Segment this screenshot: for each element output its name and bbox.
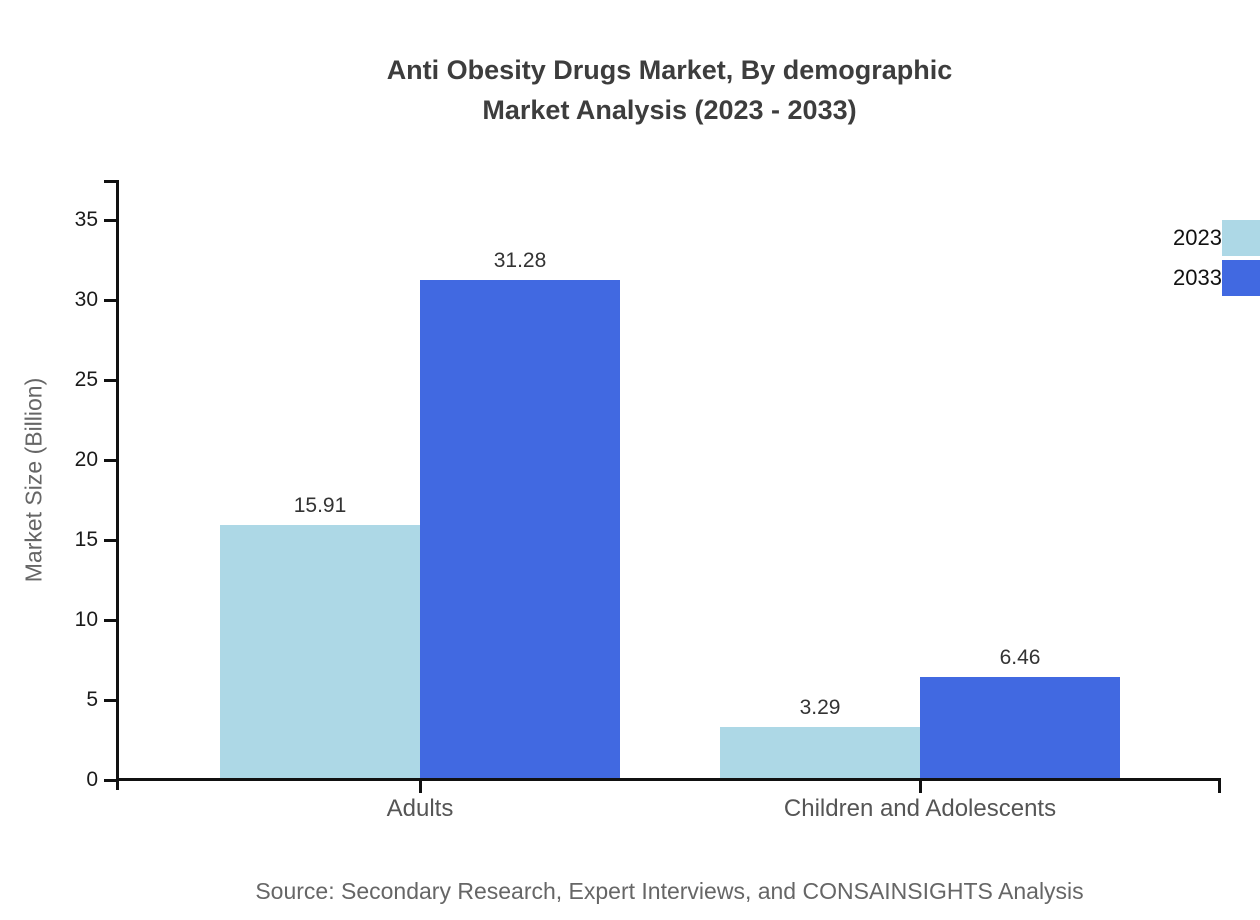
y-tick-mark bbox=[104, 618, 117, 622]
x-axis-end-cap bbox=[1218, 778, 1221, 793]
x-category-label: Adults bbox=[386, 795, 454, 822]
chart-title: Anti Obesity Drugs Market, By demographi… bbox=[118, 50, 1221, 130]
y-tick-mark bbox=[104, 378, 117, 382]
bar-value-label: 15.91 bbox=[293, 494, 347, 517]
legend-swatch-2023 bbox=[1222, 220, 1260, 256]
y-tick-label: 10 bbox=[74, 608, 98, 631]
legend-swatch-2033 bbox=[1222, 260, 1260, 296]
y-tick-label: 25 bbox=[74, 368, 98, 391]
y-tick-mark bbox=[104, 458, 117, 462]
bar-value-label: 31.28 bbox=[493, 249, 547, 272]
y-tick-mark bbox=[104, 298, 117, 302]
chart-title-line1: Anti Obesity Drugs Market, By demographi… bbox=[386, 55, 953, 85]
bar-2033-children-and-adolescents bbox=[920, 677, 1120, 780]
y-axis-line bbox=[116, 180, 119, 790]
chart-title-line2: Market Analysis (2023 - 2033) bbox=[482, 95, 857, 125]
x-category-label: Children and Adolescents bbox=[783, 795, 1057, 822]
bar-2033-adults bbox=[420, 280, 620, 780]
y-tick-label: 30 bbox=[74, 288, 98, 311]
bar-2023-adults bbox=[220, 525, 420, 780]
y-tick-label: 0 bbox=[86, 768, 98, 791]
y-tick-mark bbox=[104, 538, 117, 542]
x-tick-mark bbox=[418, 780, 422, 793]
x-axis-line bbox=[116, 778, 1221, 781]
y-tick-label: 35 bbox=[74, 208, 98, 231]
y-tick-label: 20 bbox=[74, 448, 98, 471]
y-tick-mark bbox=[104, 778, 117, 782]
bar-value-label: 6.46 bbox=[999, 646, 1041, 669]
y-tick-mark bbox=[104, 698, 117, 702]
bar-2023-children-and-adolescents bbox=[720, 727, 920, 780]
legend-label-2023: 2023 bbox=[1173, 225, 1222, 250]
y-tick-mark bbox=[104, 218, 117, 222]
y-tick-label: 5 bbox=[86, 688, 98, 711]
y-tick-label: 15 bbox=[74, 528, 98, 551]
source-note: Source: Secondary Research, Expert Inter… bbox=[255, 878, 1084, 904]
bar-value-label: 3.29 bbox=[799, 696, 841, 719]
legend-label-2033: 2033 bbox=[1173, 265, 1222, 290]
x-tick-mark bbox=[918, 780, 922, 793]
y-axis-top-cap bbox=[104, 180, 119, 183]
